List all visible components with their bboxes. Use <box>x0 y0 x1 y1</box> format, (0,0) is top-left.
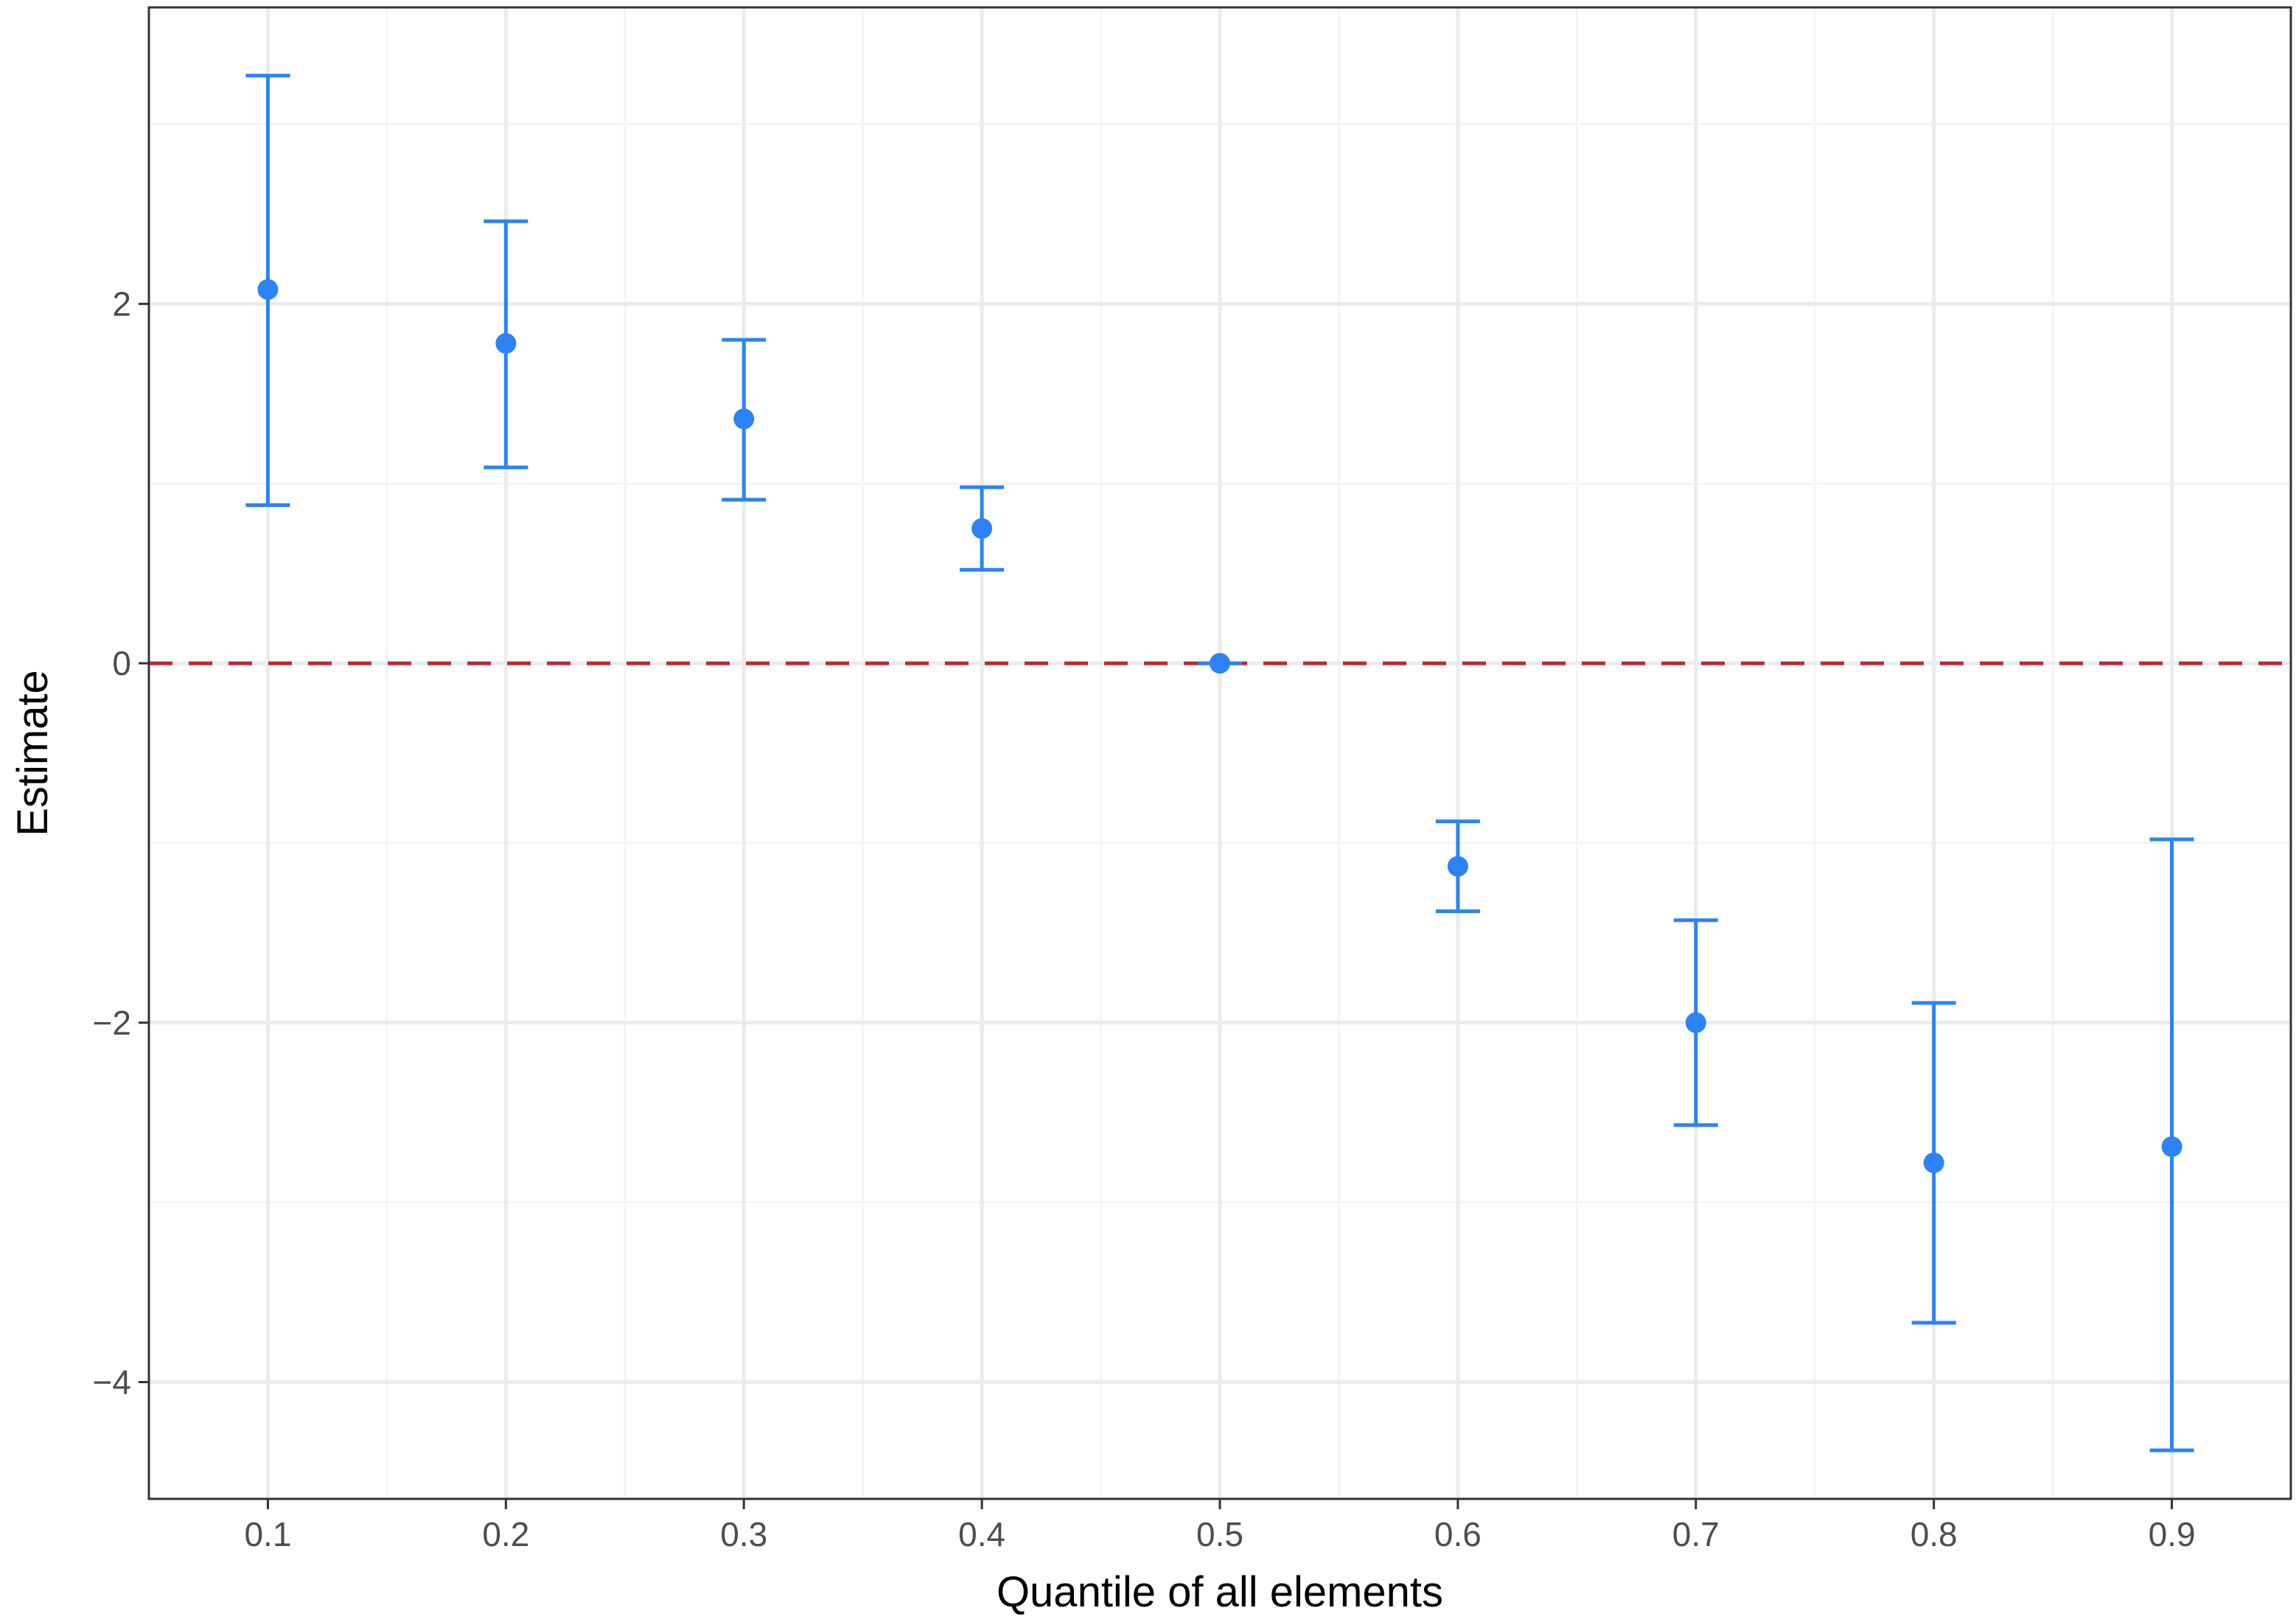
major-gridlines <box>149 7 2291 1499</box>
data-points <box>257 279 2182 1173</box>
x-tick-label: 0.9 <box>2149 1515 2196 1553</box>
data-point <box>2161 1136 2182 1158</box>
y-tick-label: 0 <box>112 644 131 682</box>
x-tick-label: 0.5 <box>1196 1515 1243 1553</box>
x-tick-label: 0.3 <box>720 1515 767 1553</box>
x-tick-label: 0.7 <box>1672 1515 1720 1553</box>
data-point <box>495 333 517 354</box>
data-point <box>1447 856 1468 877</box>
data-point <box>971 518 993 539</box>
x-tick-label: 0.6 <box>1434 1515 1482 1553</box>
data-point <box>1685 1012 1706 1033</box>
x-tick-label: 0.8 <box>1911 1515 1958 1553</box>
y-axis-ticks: −4 −2 0 2 <box>93 284 149 1401</box>
data-point <box>1923 1152 1944 1173</box>
data-point <box>1210 653 1230 674</box>
y-tick-label: 2 <box>112 284 131 323</box>
x-axis-ticks: 0.1 0.2 0.3 0.4 0.5 0.6 0.7 0.8 0.9 <box>244 1499 2196 1553</box>
x-tick-label: 0.2 <box>482 1515 529 1553</box>
x-tick-label: 0.1 <box>244 1515 291 1553</box>
y-axis-title: Estimate <box>9 670 57 836</box>
data-point <box>257 279 279 300</box>
x-tick-label: 0.4 <box>958 1515 1005 1553</box>
data-point <box>733 408 755 430</box>
x-axis-title: Quantile of all elements <box>997 1568 1443 1616</box>
y-tick-label: −2 <box>93 1004 131 1042</box>
y-tick-label: −4 <box>93 1363 131 1401</box>
